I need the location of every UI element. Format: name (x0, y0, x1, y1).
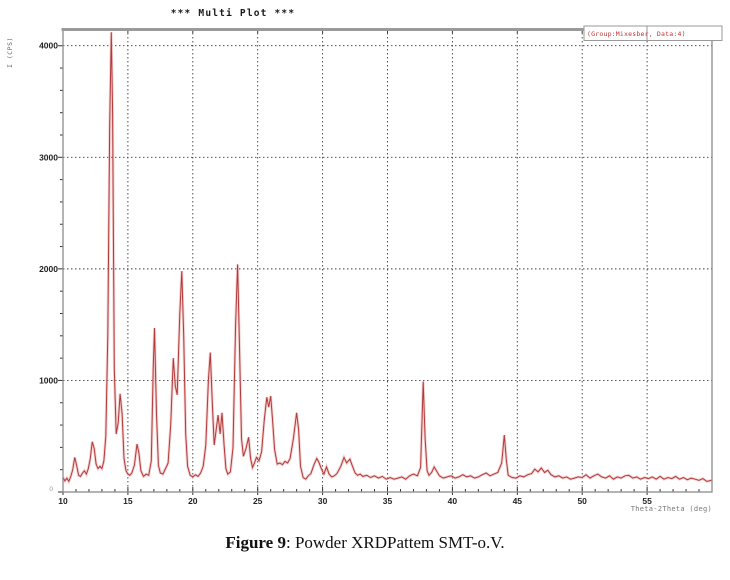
y-tick-label: 0 (49, 486, 53, 493)
x-tick-label: 55 (642, 496, 652, 506)
legend: (Group:Mixesber, Data:4) (583, 25, 723, 41)
x-tick-label: 15 (123, 496, 133, 506)
x-tick-label: 25 (253, 496, 263, 506)
tick-labels: 10 15 20 25 30 35 40 45 50 55 0 1000 2000 3000 4000 (39, 41, 652, 506)
y-tick-label: 1000 (39, 375, 58, 385)
y-tick-label: 2000 (39, 264, 58, 274)
x-tick-label: 20 (188, 496, 198, 506)
xrd-chart: *** Multi Plot *** I (CPS) 10 15 20 25 30 35 4… (6, 8, 723, 513)
y-axis-title: I (CPS) (6, 37, 14, 68)
x-tick-label: 10 (58, 496, 68, 506)
xrd-trace (62, 32, 713, 483)
y-tick-label: 4000 (39, 41, 58, 51)
figure-caption-text: : Powder XRDPattem SMT-o.V. (285, 533, 505, 552)
x-tick-label: 40 (448, 496, 458, 506)
legend-label: (Group:Mixesber, Data:4) (587, 30, 686, 38)
gridlines (63, 29, 712, 492)
x-tick-label: 35 (383, 496, 393, 506)
legend-box (583, 25, 723, 41)
chart-title: *** Multi Plot *** (171, 8, 296, 19)
x-axis-title: Theta-2Theta (deg) (631, 505, 712, 513)
y-tick-label: 3000 (39, 152, 58, 162)
x-tick-label: 30 (318, 496, 328, 506)
x-tick-label: 50 (577, 496, 587, 506)
figure-caption-label: Figure 9 (225, 533, 286, 552)
x-tick-label: 45 (513, 496, 523, 506)
figure-caption: Figure 9: Powder XRDPattem SMT-o.V. (0, 533, 730, 553)
